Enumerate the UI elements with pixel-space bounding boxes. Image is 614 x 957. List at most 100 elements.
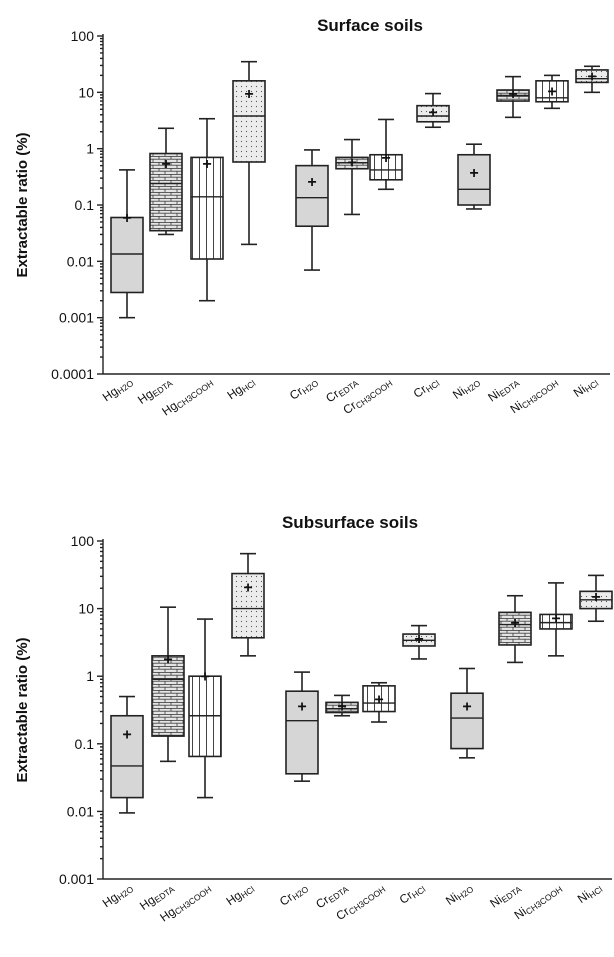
box-ni-edta: + (496, 75, 530, 119)
x-tick-label: HgH2O (100, 374, 136, 405)
x-tick-label: CrHCl (397, 880, 428, 908)
y-axis-label-subsurface: Extractable ratio (%) (14, 637, 31, 782)
x-tick-label: CrCH3COOH (340, 374, 394, 418)
mean-marker: + (202, 156, 211, 173)
mean-marker: + (551, 611, 560, 628)
mean-marker: + (243, 579, 252, 596)
mean-marker: + (374, 691, 383, 708)
y-tick-label: 10 (78, 84, 94, 100)
box-iqr (369, 153, 403, 181)
box-hg-h2o: + (110, 695, 144, 814)
x-tick-label: NiH2O (450, 374, 483, 403)
y-tick-label: 1 (86, 668, 94, 684)
box-cr-edta: + (325, 694, 359, 717)
box-iqr (295, 164, 329, 228)
mean-marker: + (161, 156, 170, 173)
x-tick-label: NiHCl (575, 880, 605, 907)
box-iqr (151, 655, 185, 737)
panel-surface: Surface soils Extractable ratio (%) 0.00… (14, 16, 610, 419)
box-iqr (232, 80, 266, 163)
box-cr-hcl: + (402, 624, 436, 660)
mean-marker: + (462, 699, 471, 716)
y-tick-label: 0.1 (75, 736, 95, 752)
mean-marker: + (347, 154, 356, 171)
box-ni-hcl: + (579, 574, 613, 623)
mean-marker: + (547, 84, 556, 101)
y-tick-label: 0.1 (75, 197, 95, 213)
x-tick-label: HgHCl (224, 880, 257, 909)
mean-marker: + (163, 651, 172, 668)
chart-title-subsurface: Subsurface soils (282, 513, 418, 532)
x-tick-label: NiH2O (443, 880, 476, 909)
y-axis-label-surface: Extractable ratio (%) (14, 132, 31, 277)
mean-marker: + (337, 699, 346, 716)
y-tick-label: 0.01 (67, 253, 94, 269)
box-iqr (325, 701, 359, 714)
x-tick-label: CrH2O (277, 880, 311, 910)
y-tick-label: 0.001 (59, 871, 94, 887)
box-cr-h2o: + (295, 149, 329, 271)
box-hg-h2o: + (110, 169, 144, 319)
box-hg-hcl: + (232, 60, 266, 246)
mean-marker: + (428, 104, 437, 121)
x-tick-label: NiCH3COOH (512, 880, 565, 923)
y-axis-subsurface: 0.001 0.01 0.1 1 10 100 (59, 533, 104, 887)
box-iqr (450, 692, 484, 750)
box-iqr (285, 690, 319, 775)
box-iqr (457, 153, 491, 206)
box-cr-ch3cooh: + (362, 681, 396, 723)
x-tick-label: HgH2O (100, 880, 136, 911)
box-ni-ch3cooh: + (539, 582, 573, 657)
mean-marker: + (122, 210, 131, 227)
mean-marker: + (297, 699, 306, 716)
box-hg-ch3cooh: + (190, 117, 224, 302)
box-iqr (498, 611, 532, 646)
box-iqr (110, 216, 144, 294)
mean-marker: + (307, 174, 316, 191)
y-tick-label: 0.01 (67, 803, 94, 819)
mean-marker: + (469, 165, 478, 182)
mean-marker: + (587, 68, 596, 85)
panel-subsurface: Subsurface soils Extractable ratio (%) 0… (14, 513, 613, 925)
box-hg-ch3cooh: + (188, 618, 222, 799)
box-ni-h2o: + (450, 667, 484, 759)
box-iqr (362, 685, 396, 713)
box-iqr (539, 613, 573, 630)
box-ni-hcl: + (575, 65, 609, 94)
box-hg-hcl: + (231, 552, 265, 657)
box-cr-ch3cooh: + (369, 118, 403, 191)
y-tick-label: 100 (71, 28, 95, 44)
y-tick-label: 0.001 (59, 310, 94, 326)
x-tick-label: CrH2O (287, 374, 321, 404)
box-ni-edta: + (498, 594, 532, 664)
x-tick-label: CrHCl (411, 374, 442, 402)
x-tick-label: HgHCl (225, 374, 258, 403)
mean-marker: + (414, 631, 423, 648)
boxes-subsurface: + + + + + + + + + + + + (110, 552, 613, 814)
x-tick-label: NiHCl (571, 374, 601, 401)
box-iqr (190, 156, 224, 260)
y-tick-label: 1 (86, 141, 94, 157)
y-tick-label: 0.0001 (51, 366, 94, 382)
box-cr-h2o: + (285, 671, 319, 782)
boxes-surface: + + + + + + + + + + + + (110, 60, 609, 319)
chart-title-surface: Surface soils (317, 16, 423, 35)
box-iqr (535, 80, 569, 103)
y-axis-surface: 0.0001 0.001 0.01 0.1 1 10 100 (51, 28, 104, 382)
box-ni-ch3cooh: + (535, 74, 569, 110)
mean-marker: + (244, 86, 253, 103)
mean-marker: + (510, 615, 519, 632)
box-iqr (231, 572, 265, 639)
box-iqr (110, 714, 144, 799)
box-cr-hcl: + (416, 92, 450, 129)
mean-marker: + (122, 726, 131, 743)
mean-marker: + (591, 589, 600, 606)
box-iqr (149, 152, 183, 232)
mean-marker: + (381, 150, 390, 167)
box-hg-edta: + (149, 127, 183, 236)
box-ni-h2o: + (457, 143, 491, 210)
y-tick-label: 10 (78, 601, 94, 617)
